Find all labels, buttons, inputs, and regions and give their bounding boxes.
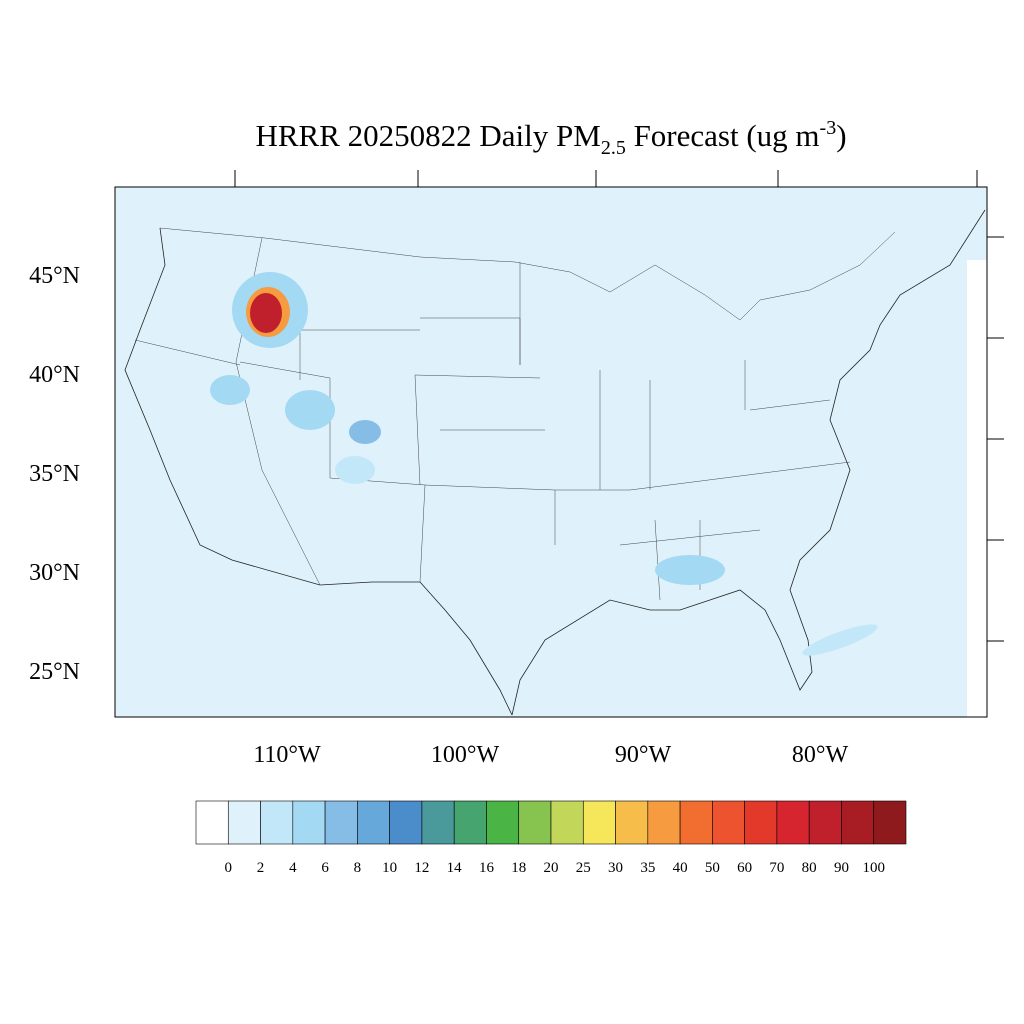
colorbar-box: [357, 800, 390, 845]
colorbar-label: 90: [834, 860, 849, 876]
axis-labels: 45°N 40°N 35°N 30°N 25°N 110°W 100°W 90°W 80°W: [29, 263, 848, 768]
northern-border: [159, 227, 896, 321]
colorbar-label: 70: [769, 860, 784, 876]
title-main: HRRR 20250822 Daily PM: [255, 118, 600, 153]
colorbar-box: [647, 800, 681, 845]
colorbar-label: 25: [576, 860, 591, 876]
colorbar-box: [808, 800, 842, 845]
colorbar-label: 50: [705, 860, 720, 876]
colorbar-box: [486, 800, 520, 845]
colorbar-box: [550, 800, 584, 845]
lat-label: 40°N: [29, 362, 80, 388]
colorbar-label: 16: [479, 860, 495, 876]
colorbar-label: 20: [544, 860, 559, 876]
colorbar-box: [679, 800, 713, 845]
colorbar-label: 12: [414, 860, 429, 876]
colorbar-box: [324, 800, 358, 845]
lat-label: 45°N: [29, 263, 80, 289]
colorbar-box: [389, 800, 423, 845]
colorbar-label: 2: [257, 860, 265, 876]
colorbar-box: [615, 800, 649, 845]
title: HRRR 20250822 Daily PM2.5 Forecast (ug m…: [255, 117, 846, 159]
colorbar-label: 10: [382, 860, 397, 876]
title-superscript: -3: [820, 117, 837, 139]
colorbar-box: [453, 800, 487, 845]
colorbar-label: 40: [673, 860, 688, 876]
colorbar-box: [518, 800, 552, 845]
colorbar-label: 8: [354, 860, 362, 876]
map: [114, 170, 1004, 718]
colorbar-box: [744, 800, 778, 845]
colorbar-label: 0: [225, 860, 233, 876]
colorbar-box: [227, 800, 261, 845]
state-lines: [134, 237, 851, 601]
domain-edge: [967, 260, 987, 717]
title-rest: Forecast (ug m: [626, 118, 820, 153]
plume: [210, 375, 250, 405]
lon-label: 80°W: [792, 742, 849, 768]
colorbar-box: [841, 800, 875, 845]
lon-label: 90°W: [615, 742, 672, 768]
title-end: ): [836, 118, 846, 153]
colorbar-box: [873, 800, 907, 845]
lat-label: 30°N: [29, 560, 80, 586]
colorbar: 0 2 4 6 8 10 12 14 16 18 20 25 30 35 40 50 60 70 80 90 100: [195, 800, 907, 876]
colorbar-box: [195, 800, 229, 845]
colorbar-label: 4: [289, 860, 297, 876]
colorbar-label: 100: [862, 860, 885, 876]
plume: [802, 624, 878, 656]
colorbar-label: 18: [511, 860, 526, 876]
colorbar-label: 14: [447, 860, 463, 876]
plume: [285, 390, 335, 430]
colorbar-label: 30: [608, 860, 623, 876]
colorbar-box: [421, 800, 455, 845]
colorbar-box: [292, 800, 326, 845]
plume: [655, 555, 725, 585]
plume-core: [250, 293, 282, 333]
colorbar-box: [582, 800, 616, 845]
lat-label: 25°N: [29, 659, 80, 685]
title-subscript: 2.5: [601, 137, 626, 159]
lon-label: 100°W: [431, 742, 500, 768]
colorbar-label: 60: [737, 860, 752, 876]
lat-label: 35°N: [29, 461, 80, 487]
plume: [335, 456, 375, 484]
colorbar-label: 80: [802, 860, 817, 876]
lon-label: 110°W: [253, 742, 321, 768]
colorbar-label: 6: [321, 860, 329, 876]
colorbar-box: [712, 800, 745, 845]
colorbar-box: [776, 800, 810, 845]
colorbar-label: 35: [640, 860, 655, 876]
map-frame: [114, 186, 988, 718]
plume: [349, 420, 381, 444]
colorbar-box: [260, 800, 294, 845]
coastline: [124, 209, 986, 716]
ticks: [234, 170, 1004, 642]
